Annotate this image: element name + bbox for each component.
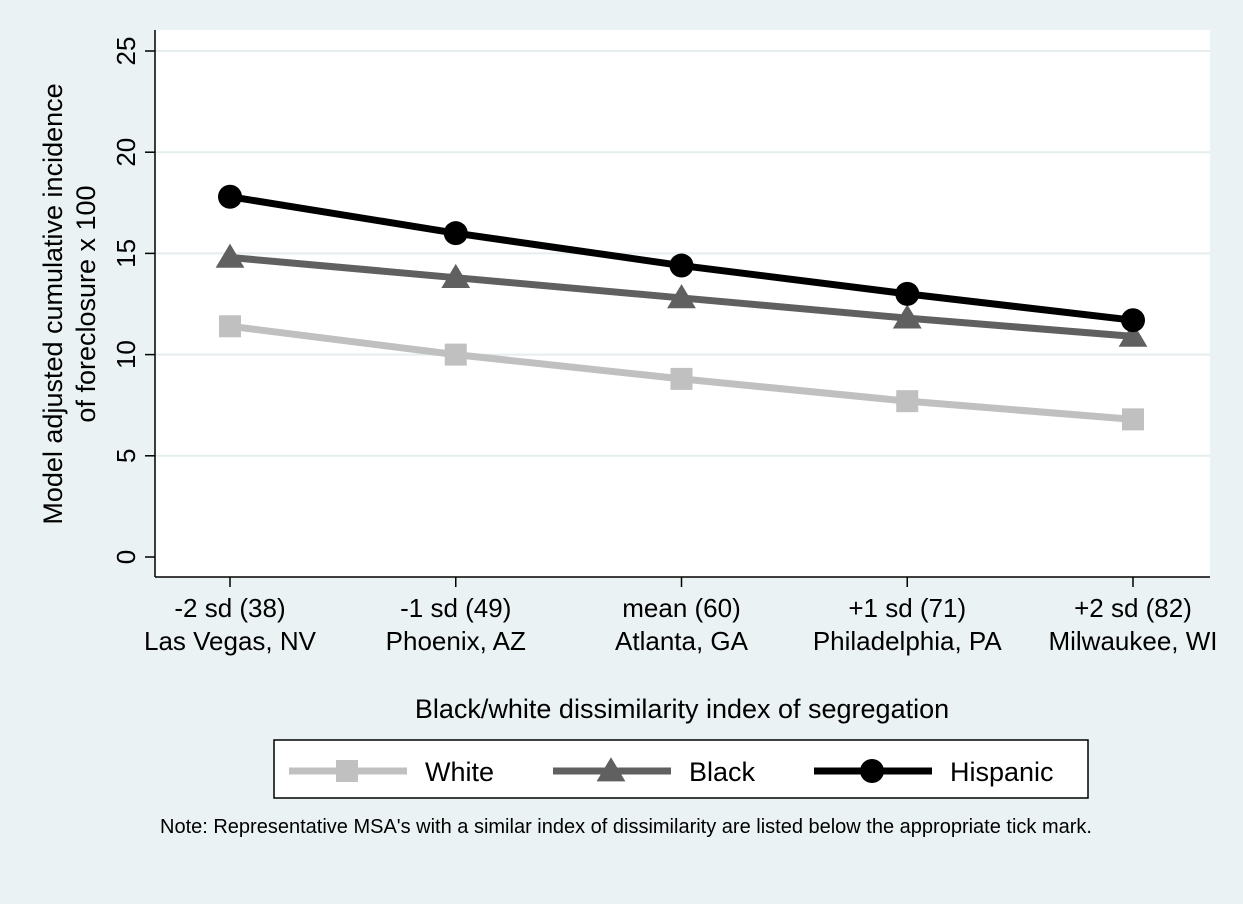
data-point-white-4 [1122, 408, 1144, 431]
legend-marker-white [336, 760, 358, 782]
data-point-white-3 [896, 390, 919, 413]
chart-note: Note: Representative MSA's with a simila… [160, 816, 1092, 838]
series-white [219, 315, 1144, 431]
y-tick-label-15: 15 [111, 239, 141, 268]
legend-box [273, 739, 1089, 799]
data-point-hispanic-3 [895, 281, 920, 306]
data-point-black-1 [441, 263, 471, 289]
data-point-hispanic-2 [669, 253, 694, 278]
data-point-hispanic-1 [443, 221, 468, 246]
series-black [215, 243, 1148, 347]
gridlines [155, 50, 1210, 457]
x-tick-label-3-line-2: Philadelphia, PA [813, 626, 1003, 656]
y-tick-label-20: 20 [111, 138, 141, 167]
x-axis-title: Black/white dissimilarity index of segre… [415, 694, 949, 724]
x-tick-label-2-line-1: mean (60) [622, 593, 741, 623]
y-axis-title-line-1: Model adjusted cumulative incidence [38, 83, 68, 524]
data-point-black-0 [215, 243, 245, 268]
legend-item-white: White [289, 757, 494, 787]
y-ticks: 0 5 10 15 20 25 [111, 37, 155, 564]
series-layer [215, 184, 1148, 431]
x-tick-label-1-line-2: Phoenix, AZ [386, 626, 526, 656]
legend-item-black: Black [553, 757, 756, 787]
legend-label-white: White [425, 757, 494, 787]
legend-label-black: Black [689, 757, 756, 787]
data-point-white-1 [444, 343, 467, 366]
y-tick-label-0: 0 [111, 550, 141, 564]
data-point-black-3 [892, 304, 922, 329]
legend-items: White Black Hispanic [289, 757, 1054, 787]
x-tick-label-0-line-1: -2 sd (38) [174, 593, 285, 623]
data-point-white-0 [219, 315, 241, 338]
data-point-black-2 [667, 284, 696, 309]
legend-label-hispanic: Hispanic [950, 757, 1054, 787]
y-tick-label-5: 5 [111, 449, 141, 463]
y-tick-label-25: 25 [111, 37, 141, 66]
x-ticks: -2 sd (38)Las Vegas, NV -1 sd (49)Phoenix… [144, 577, 1218, 656]
legend-item-hispanic: Hispanic [814, 757, 1054, 787]
x-tick-label-4-line-1: +2 sd (82) [1074, 593, 1192, 623]
x-tick-label-4-line-2: Milwaukee, WI [1048, 626, 1217, 656]
data-point-hispanic-4 [1121, 308, 1145, 333]
x-tick-label-1-line-1: -1 sd (49) [400, 593, 511, 623]
legend-marker-black [596, 757, 626, 782]
y-tick-label-10: 10 [111, 340, 141, 369]
x-tick-label-0-line-2: Las Vegas, NV [144, 626, 317, 656]
x-tick-label-2-line-2: Atlanta, GA [615, 626, 749, 656]
x-tick-label-3-line-1: +1 sd (71) [848, 593, 966, 623]
series-hispanic [218, 184, 1145, 333]
y-axis-title-line-2: of foreclosure x 100 [71, 185, 101, 422]
legend: White Black Hispanic [273, 739, 1089, 799]
data-point-black-4 [1118, 322, 1148, 347]
y-axis-title: Model adjusted cumulative incidence of f… [38, 83, 101, 524]
data-point-white-2 [670, 367, 693, 390]
data-point-hispanic-0 [218, 184, 242, 209]
legend-marker-hispanic [860, 759, 884, 783]
